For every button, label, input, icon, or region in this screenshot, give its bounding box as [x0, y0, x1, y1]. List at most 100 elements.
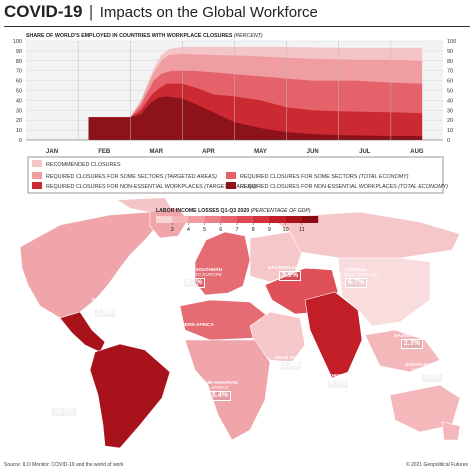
y-tick-label: 100 — [13, 39, 22, 45]
region-label: SOUTHERN ASIA 8.1% — [312, 373, 364, 390]
chart-unit: (PERCENT) — [234, 33, 263, 39]
scale-tick-label: 10 — [283, 227, 289, 233]
legend-label: REQUIRED CLOSURES FOR NON-ESSENTIAL WORK… — [240, 184, 448, 190]
scale-color-step — [172, 216, 189, 223]
region-label: SUB-SAHARAN AFRICA 5.4% — [195, 380, 245, 402]
y-tick-label-right: 90 — [447, 49, 453, 55]
legend-label-qualifier: (TOTAL ECONOMY) — [357, 174, 408, 180]
y-tick-label-right: 0 — [447, 138, 450, 144]
region-value: 5.5% — [93, 308, 117, 319]
x-tick-label: FEB — [98, 149, 111, 155]
legend-label: REQUIRED CLOSURES FOR SOME SECTORS (TARG… — [46, 174, 217, 180]
region-value: 10.1% — [50, 407, 78, 418]
scale-title-text: LABOR INCOME LOSSES Q1-Q3 2020 — [156, 208, 250, 214]
region-label: ARAB STATES 3.4% — [270, 355, 312, 372]
x-tick-label: JAN — [46, 149, 58, 155]
legend-label-qualifier: (TARGETED AREAS) — [163, 174, 217, 180]
region-name: SOUTH-EASTERN ASIA — [405, 362, 459, 367]
scale-tick-label: 6 — [219, 227, 222, 233]
income-loss-scale-title: LABOR INCOME LOSSES Q1-Q3 2020 (PERCENTA… — [156, 208, 311, 214]
y-tick-label: 0 — [19, 138, 22, 144]
y-tick-label-right: 10 — [447, 128, 453, 134]
y-tick-label: 90 — [16, 49, 22, 55]
legend-swatch — [226, 172, 236, 179]
legend-swatch — [32, 160, 42, 167]
legend-swatch — [32, 172, 42, 179]
region-label: NORTHERN AFRICA — [162, 322, 220, 327]
region-value: 3.9% — [278, 271, 302, 282]
legend-swatch — [226, 182, 236, 189]
world-map — [0, 198, 474, 458]
region-name: NORTHERN, SOUTHERN — [165, 267, 223, 272]
scale-color-step — [220, 216, 238, 223]
scale-tick-label: 3 — [171, 227, 174, 233]
y-tick-label-right: 100 — [447, 39, 456, 45]
y-tick-label: 40 — [16, 98, 22, 104]
map-region-shape — [441, 421, 461, 441]
map-region-shape — [194, 231, 251, 296]
map-region-shape — [184, 339, 271, 441]
y-tick-label: 20 — [16, 118, 22, 124]
scale-tick-label: 5 — [203, 227, 206, 233]
region-name: SOUTHERN ASIA — [318, 373, 358, 378]
region-label: EASTERN EUROPE 3.9% — [266, 265, 314, 282]
region-name: SUB-SAHARAN — [202, 380, 238, 385]
y-tick-label-right: 70 — [447, 69, 453, 75]
region-value: 3.4% — [279, 361, 303, 372]
scale-tick-label: 7 — [235, 227, 238, 233]
x-tick-label: JUN — [307, 149, 319, 155]
source-note: Source: ILO Monitor: COVID-19 and the wo… — [4, 462, 124, 468]
region-name: EASTERN EUROPE — [267, 265, 313, 270]
region-value: 8.1% — [326, 379, 350, 390]
region-name: NORTHERN AFRICA — [168, 322, 214, 327]
region-label: LATIN AMERICA AND THE CARIBBEAN 10.1% — [34, 396, 94, 418]
region-label: NORTHERN AMERICA 5.5% — [80, 297, 130, 319]
region-name-sub: AFRICA — [211, 385, 229, 391]
chart-legend: RECOMMENDED CLOSURES REQUIRED CLOSURES FO… — [27, 156, 448, 194]
legend-label: REQUIRED CLOSURES FOR NON-ESSENTIAL WORK… — [46, 184, 257, 190]
region-label: NORTHERN, SOUTHERN AND WESTERN EUROPE 6.2% — [160, 267, 228, 289]
scale-tick-label: 9 — [268, 227, 271, 233]
legend-label-qualifier: (TOTAL ECONOMY) — [397, 184, 448, 190]
region-name-sub: AND WESTERN ASIA — [332, 272, 380, 278]
y-tick-label-right: 50 — [447, 89, 453, 95]
title-bar: COVID-19 | Impacts on the Global Workfor… — [4, 2, 470, 26]
copyright-note: © 2021 Geopolitical Futures — [405, 462, 468, 468]
region-value: 6.7% — [344, 278, 368, 289]
region-name-sub: AND THE PACIFIC — [411, 367, 453, 373]
scale-color-step — [285, 216, 302, 223]
title-rest: Impacts on the Global Workforce — [99, 4, 318, 21]
region-value: 6.2% — [182, 278, 206, 289]
chart-title: SHARE OF WORLD'S EMPLOYED IN COUNTRIES W… — [26, 33, 263, 39]
map-region-shape — [269, 211, 461, 259]
y-tick-label-right: 40 — [447, 98, 453, 104]
scale-color-step — [204, 216, 221, 223]
map-region-shape — [364, 329, 441, 373]
y-tick-label: 70 — [16, 69, 22, 75]
greenland-shape — [118, 198, 172, 212]
region-name: NORTHERN AMERICA — [91, 297, 119, 308]
region-name-sub: AND THE CARIBBEAN — [39, 401, 89, 407]
map-region-shape — [89, 343, 171, 449]
title-separator: | — [88, 2, 94, 21]
scale-tick-label: 11 — [299, 227, 305, 233]
area-chart: SHARE OF WORLD'S EMPLOYED IN COUNTRIES W… — [13, 33, 456, 155]
legend-box — [27, 156, 444, 194]
region-value: 3.9% — [420, 373, 444, 384]
region-label: EASTERN ASIA 2.3% — [386, 333, 438, 350]
region-name: LATIN AMERICA — [45, 396, 83, 401]
region-label: CENTRAL AND WESTERN ASIA 6.7% — [330, 267, 382, 289]
map-region-shape — [19, 211, 159, 319]
map-region-shape — [304, 291, 363, 379]
scale-tick-label: 4 — [187, 227, 190, 233]
y-tick-label-right: 20 — [447, 118, 453, 124]
legend-label: REQUIRED CLOSURES FOR SOME SECTORS (TOTA… — [240, 174, 409, 180]
map-region-shape — [59, 311, 106, 353]
y-tick-label: 30 — [16, 108, 22, 114]
x-tick-label: AUG — [410, 149, 424, 155]
legend-swatch — [32, 182, 42, 189]
map-region-shape — [337, 257, 431, 327]
region-label: SOUTH-EASTERN ASIA AND THE PACIFIC 3.9% — [396, 362, 468, 384]
y-tick-label: 60 — [16, 79, 22, 85]
